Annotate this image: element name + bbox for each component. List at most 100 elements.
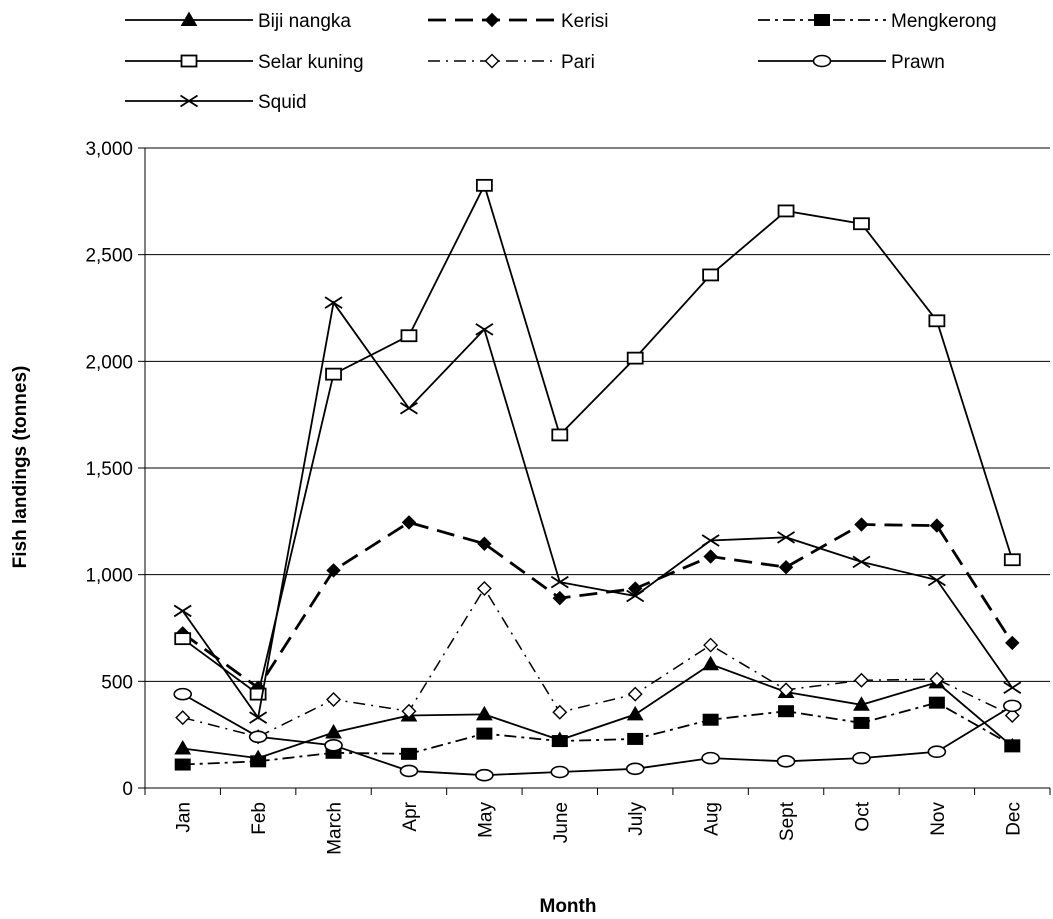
series-line-prawn xyxy=(182,693,1013,777)
series-line-selar-kuning xyxy=(182,182,1014,696)
data-point-squid xyxy=(626,589,645,603)
legend-marker xyxy=(180,11,198,26)
data-point-selar-kuning xyxy=(551,428,569,442)
legend-marker xyxy=(814,14,830,26)
data-point-pari xyxy=(401,703,417,719)
series-line-squid xyxy=(181,300,1014,720)
y-tick-label: 3,000 xyxy=(85,139,133,160)
series-line-pari xyxy=(182,587,1013,738)
data-point-pari xyxy=(1004,707,1020,723)
legend-label: Prawn xyxy=(891,52,945,73)
legend-marker xyxy=(484,12,500,28)
series-selar-kuning xyxy=(174,178,1021,701)
data-point-prawn xyxy=(701,751,720,765)
legend-item-pari: Pari xyxy=(428,52,595,73)
series-prawn xyxy=(173,687,1022,782)
legend-item-prawn: Prawn xyxy=(758,52,945,73)
legend-marker xyxy=(180,94,198,108)
series-biji-nangka xyxy=(174,655,1021,765)
series-squid xyxy=(173,296,1022,724)
data-point-prawn xyxy=(475,768,494,782)
series-kerisi xyxy=(175,515,1020,695)
data-point-selar-kuning xyxy=(853,217,870,231)
data-point-prawn xyxy=(625,762,645,776)
data-point-squid xyxy=(701,534,720,547)
data-point-pari xyxy=(853,672,869,688)
data-point-squid xyxy=(249,711,268,724)
y-tick-label: 1,500 xyxy=(85,459,133,480)
data-point-mengkerong xyxy=(1004,739,1021,752)
data-point-squid xyxy=(777,531,796,544)
legend-item-selar-kuning: Selar kuning xyxy=(125,52,364,73)
legend-item-kerisi: Kerisi xyxy=(428,11,609,32)
data-point-biji-nangka xyxy=(626,705,644,721)
data-point-selar-kuning xyxy=(475,178,493,192)
series-line-kerisi xyxy=(181,520,1014,690)
chart-legend: Biji nangka Kerisi Mengkerong Selar kuning P… xyxy=(125,11,997,113)
data-point-selar-kuning xyxy=(249,687,267,701)
data-point-prawn xyxy=(1002,699,1022,713)
y-tick-label: 2,000 xyxy=(85,352,133,373)
x-tick-label: June xyxy=(551,802,572,843)
data-point-selar-kuning xyxy=(702,268,720,282)
data-point-mengkerong xyxy=(400,747,417,760)
data-point-squid xyxy=(399,402,418,415)
data-point-mengkerong xyxy=(778,705,795,718)
data-point-mengkerong xyxy=(853,716,870,729)
data-point-squid xyxy=(852,555,871,569)
data-point-prawn xyxy=(173,687,193,701)
data-point-mengkerong xyxy=(627,732,644,745)
data-point-mengkerong xyxy=(174,758,191,771)
data-point-mengkerong xyxy=(702,713,719,726)
legend-label: Pari xyxy=(561,52,595,73)
x-tick-label: May xyxy=(475,802,496,838)
series-layer xyxy=(173,178,1022,782)
data-point-selar-kuning xyxy=(626,351,644,365)
series-mengkerong xyxy=(174,696,1021,771)
x-tick-label: July xyxy=(626,802,647,836)
series-pari xyxy=(175,581,1020,745)
y-tick-label: 500 xyxy=(101,672,133,693)
chart-axes: 0 500 1,000 1,500 2,000 2,500 3,000 Jan Feb March… xyxy=(85,139,1051,855)
y-axis-title: Fish landings (tonnes) xyxy=(10,366,31,569)
x-axis-title: Month xyxy=(540,896,597,917)
data-point-prawn xyxy=(324,739,343,752)
legend-marker xyxy=(812,54,832,68)
data-point-pari xyxy=(175,710,191,726)
data-point-pari xyxy=(552,704,568,720)
data-point-kerisi xyxy=(703,549,718,564)
legend-label: Kerisi xyxy=(561,11,609,32)
x-tick-label: Aug xyxy=(702,802,723,836)
data-point-biji-nangka xyxy=(325,724,342,739)
legend-label: Biji nangka xyxy=(258,11,351,32)
x-tick-label: Dec xyxy=(1003,802,1024,836)
legend-label: Squid xyxy=(258,92,307,113)
legend-marker xyxy=(180,54,198,68)
y-tick-label: 0 xyxy=(122,779,133,800)
data-point-squid xyxy=(173,604,192,618)
data-point-prawn xyxy=(927,745,947,759)
data-point-squid xyxy=(324,296,343,309)
legend-marker xyxy=(484,53,500,69)
data-point-kerisi xyxy=(929,518,945,533)
x-tick-label: Apr xyxy=(400,801,421,831)
data-point-kerisi xyxy=(778,559,794,575)
data-point-kerisi xyxy=(1005,635,1020,651)
data-point-prawn xyxy=(776,755,796,768)
data-point-biji-nangka xyxy=(853,696,870,711)
x-tick-label: Feb xyxy=(249,802,270,835)
legend-item-biji-nangka: Biji nangka xyxy=(125,11,351,32)
y-tick-label: 2,500 xyxy=(85,246,133,267)
y-tick-label: 1,000 xyxy=(85,566,133,587)
data-point-pari xyxy=(326,691,342,707)
data-point-pari xyxy=(778,682,794,698)
data-point-kerisi xyxy=(401,515,417,530)
x-tick-label: Oct xyxy=(852,801,873,831)
data-point-mengkerong xyxy=(928,696,945,709)
data-point-squid xyxy=(475,323,494,336)
data-point-pari xyxy=(627,686,643,702)
data-point-mengkerong xyxy=(476,727,493,740)
data-point-kerisi xyxy=(326,563,341,578)
x-tick-label: March xyxy=(325,802,346,855)
